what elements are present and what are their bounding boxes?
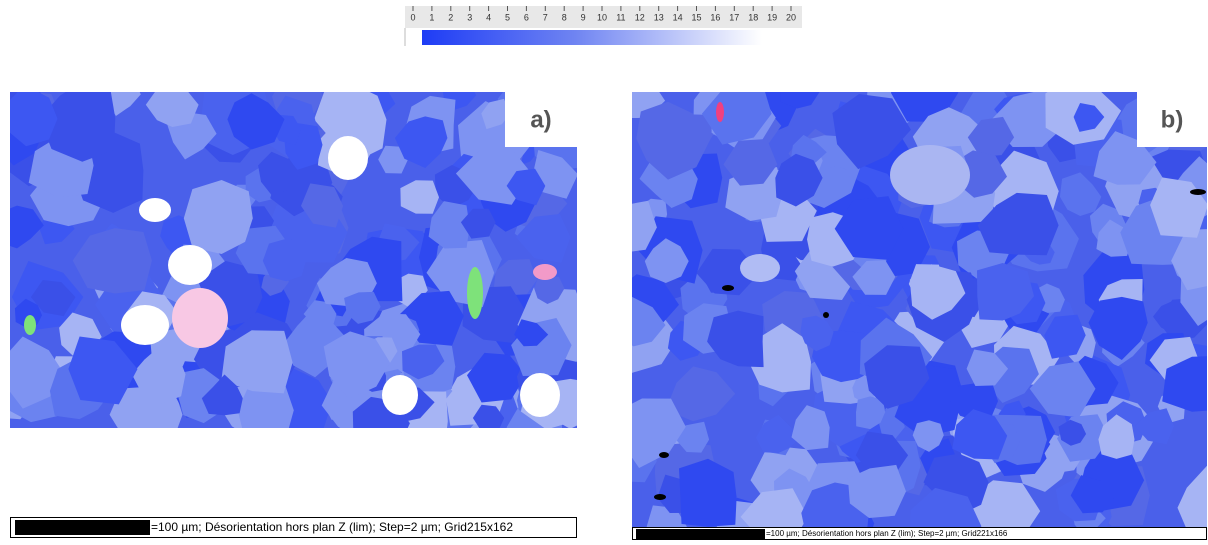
tick-label: 14	[673, 12, 683, 22]
tick-label: 10	[597, 12, 607, 22]
panel-label: b)	[1161, 106, 1184, 133]
caption: =100 µm; Désorientation hors plan Z (lim…	[151, 520, 513, 534]
color-gradient	[422, 30, 762, 45]
grain	[467, 267, 483, 319]
tick-label: 11	[616, 12, 625, 22]
caption: =100 µm; Désorientation hors plan Z (lim…	[766, 529, 1008, 538]
grain	[168, 245, 212, 285]
grain	[740, 254, 780, 282]
tick-label: 7	[543, 12, 548, 22]
tick-label: 17	[729, 12, 739, 22]
grain	[400, 180, 439, 214]
tick-label: 8	[562, 12, 567, 22]
grain	[263, 239, 306, 282]
grain	[121, 305, 169, 345]
tick-label: 0	[410, 12, 415, 22]
tick-label: 15	[691, 12, 701, 22]
grain	[139, 198, 171, 222]
grain	[328, 136, 368, 180]
tick-label: 3	[467, 12, 472, 22]
tick-label: 18	[748, 12, 758, 22]
grain	[722, 285, 734, 291]
tick-label: 4	[486, 12, 491, 22]
tick-label: 13	[654, 12, 664, 22]
grain	[823, 312, 829, 318]
tick-label: 9	[581, 12, 586, 22]
tick-label: 1	[429, 12, 434, 22]
ebsd-map-b	[606, 57, 1208, 540]
tick-label: 2	[448, 12, 453, 22]
tick-label: 19	[767, 12, 777, 22]
grain	[659, 452, 669, 458]
scale-bar	[636, 529, 765, 539]
grain	[1190, 189, 1206, 195]
grain	[24, 315, 36, 335]
grain	[172, 288, 228, 348]
grain	[716, 102, 724, 122]
scale-bar	[15, 520, 150, 535]
grain	[890, 145, 970, 205]
grain	[382, 375, 418, 415]
tick-label: 12	[635, 12, 645, 22]
tick-label: 5	[505, 12, 510, 22]
tick-label: 16	[710, 12, 720, 22]
panel-label: a)	[530, 106, 551, 133]
grain	[184, 180, 253, 254]
grain	[533, 264, 557, 280]
tick-label: 20	[786, 12, 796, 22]
grain	[520, 373, 560, 417]
tick-label: 6	[524, 12, 529, 22]
grain	[654, 494, 666, 500]
